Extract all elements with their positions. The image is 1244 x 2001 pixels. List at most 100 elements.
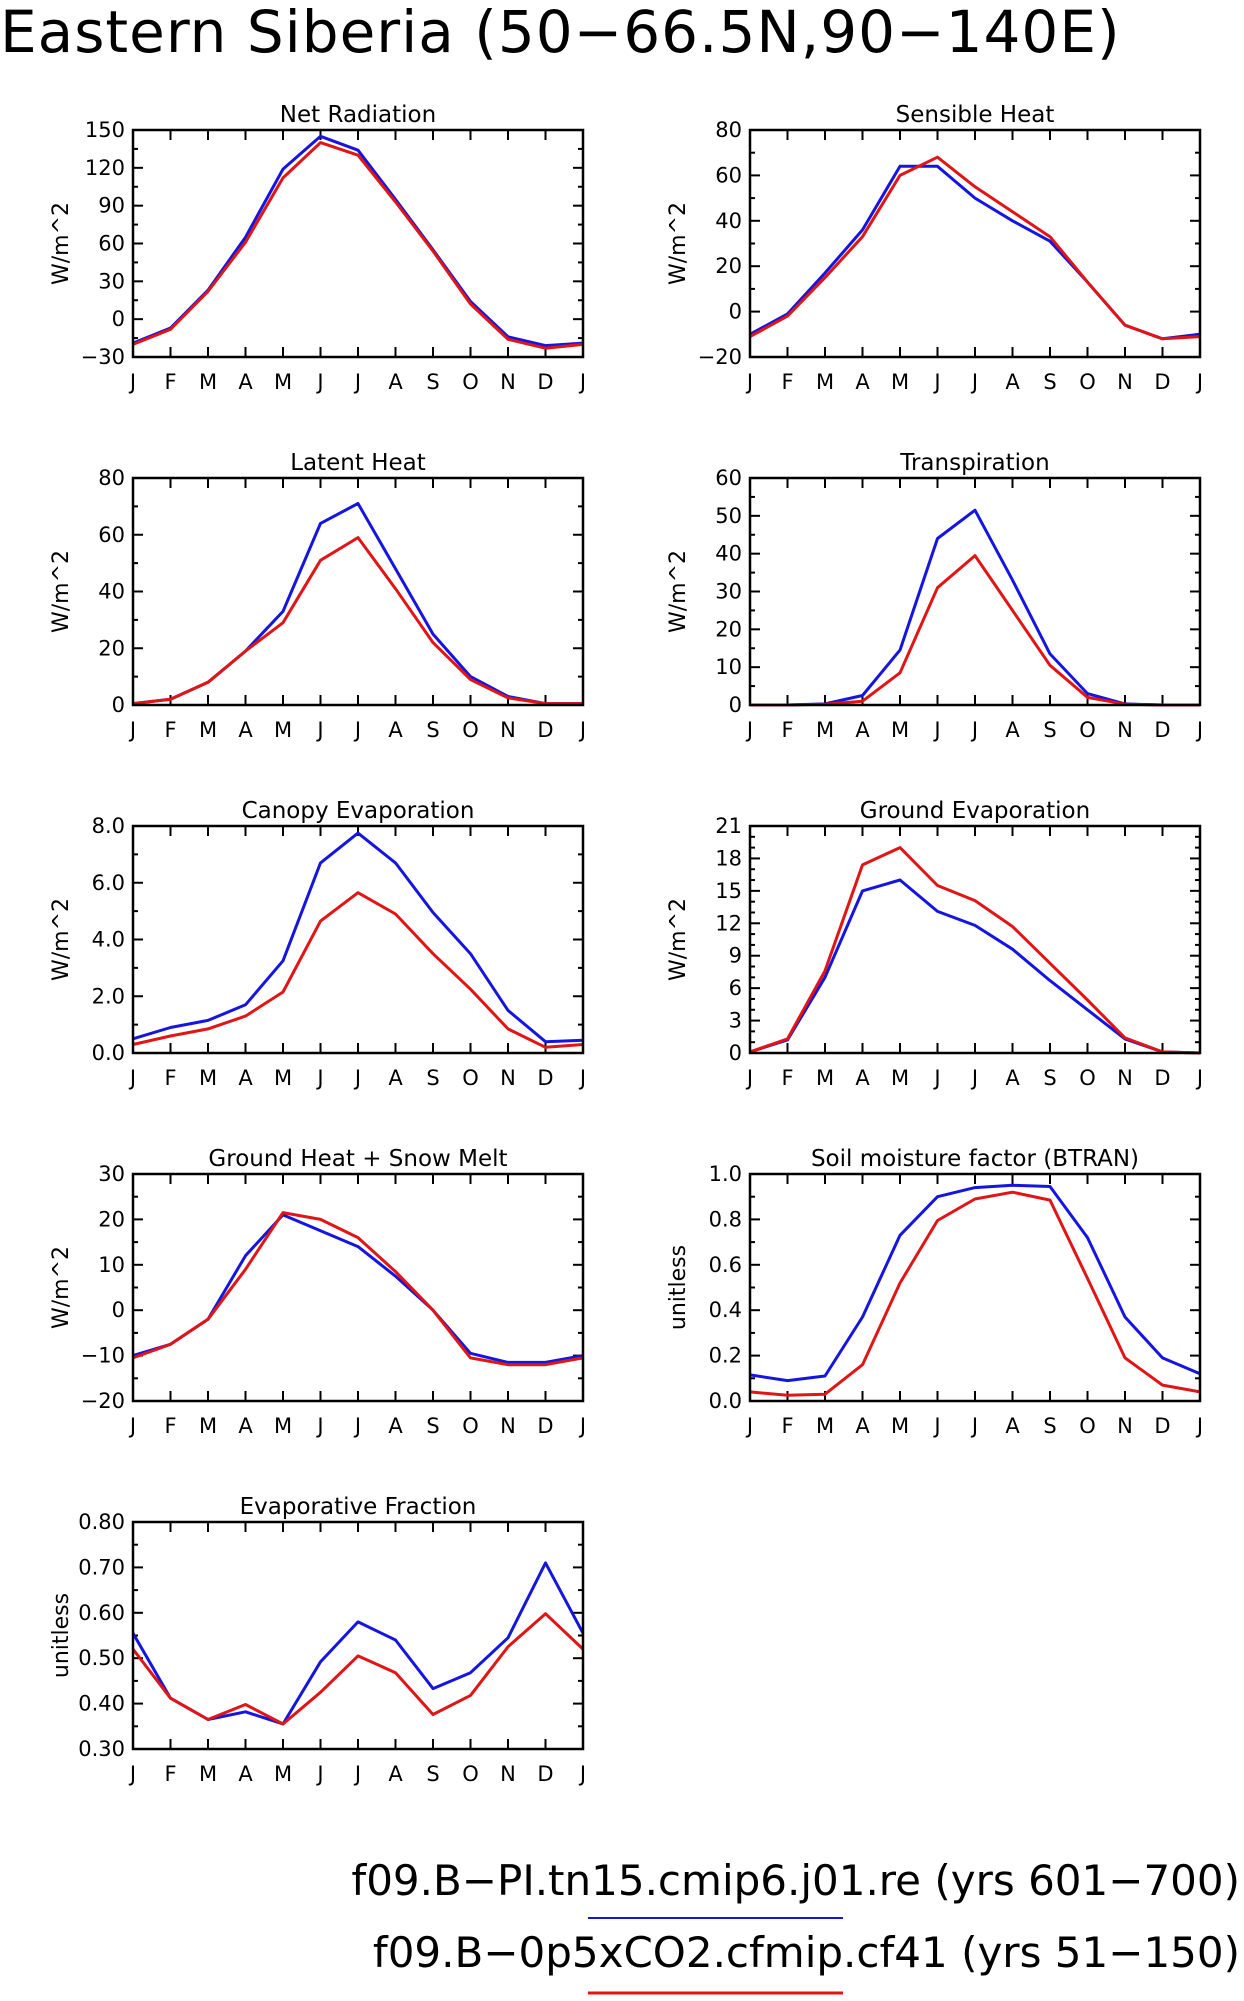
x-tick-label: F	[164, 1762, 176, 1786]
x-tick-label: S	[426, 1414, 439, 1438]
y-tick-label: 8.0	[92, 814, 125, 838]
x-tick-label: J	[970, 370, 978, 394]
x-tick-label: D	[1154, 1414, 1170, 1438]
series-line-1	[132, 502, 583, 706]
x-tick-label: J	[578, 1414, 586, 1438]
panel-title: Canopy Evaporation	[242, 798, 475, 824]
x-tick-label: O	[1079, 1066, 1096, 1090]
x-tick-label: F	[164, 370, 176, 394]
panel-title: Ground Heat + Snow Melt	[208, 1146, 507, 1172]
x-tick-label: J	[128, 1066, 136, 1090]
series-line-2	[132, 891, 584, 1049]
x-tick-label: J	[315, 1066, 323, 1090]
y-tick-label: 4.0	[92, 928, 125, 952]
plot-frame	[748, 128, 1202, 359]
y-tick-label: 0.70	[78, 1555, 125, 1579]
x-tick-label: M	[816, 718, 834, 742]
x-tick-label: J	[970, 1414, 978, 1438]
x-tick-label: M	[816, 370, 834, 394]
y-tick-label: 60	[98, 232, 125, 256]
y-tick-label: 120	[85, 156, 125, 180]
y-tick-label: −10	[81, 1344, 125, 1368]
x-tick-label: F	[164, 1066, 176, 1090]
y-tick-label: 0	[112, 693, 125, 717]
y-axis-label: W/m^2	[49, 202, 74, 285]
x-tick-label: S	[1043, 718, 1056, 742]
x-tick-label: A	[238, 370, 253, 394]
plot-frame	[131, 476, 585, 707]
panel-title: Transpiration	[899, 450, 1049, 476]
x-tick-label: S	[1043, 370, 1056, 394]
x-tick-label: J	[353, 1414, 361, 1438]
x-tick-label: D	[537, 1414, 553, 1438]
x-tick-label: S	[426, 1066, 439, 1090]
y-tick-label: 0.8	[709, 1207, 742, 1231]
x-tick-label: A	[388, 1066, 403, 1090]
y-tick-label: 6	[729, 976, 742, 1000]
y-tick-label: 40	[715, 542, 742, 566]
y-tick-label: 1.0	[709, 1162, 742, 1186]
series-line-2	[132, 141, 584, 350]
series-line-1	[749, 164, 1201, 341]
x-tick-label: A	[855, 1066, 870, 1090]
y-tick-label: 60	[98, 523, 125, 547]
x-tick-label: N	[1117, 370, 1133, 394]
plot-frame	[131, 1520, 585, 1751]
x-tick-label: J	[932, 718, 940, 742]
x-tick-label: M	[274, 718, 292, 742]
x-tick-label: N	[1117, 1066, 1133, 1090]
x-tick-label: M	[199, 1414, 217, 1438]
x-tick-label: M	[891, 370, 909, 394]
x-tick-label: J	[353, 1066, 361, 1090]
plot-frame	[748, 824, 1202, 1055]
y-axis-label: W/m^2	[666, 898, 691, 981]
panel-title: Latent Heat	[290, 450, 426, 476]
y-tick-label: 12	[715, 911, 742, 935]
x-tick-label: J	[1195, 1066, 1203, 1090]
x-tick-label: M	[891, 718, 909, 742]
x-tick-label: J	[1195, 370, 1203, 394]
x-tick-label: J	[745, 718, 753, 742]
y-tick-label: 0	[729, 693, 742, 717]
y-tick-label: 20	[715, 254, 742, 278]
y-tick-label: 20	[98, 636, 125, 660]
legend-entry-2-label: f09.B−0p5xCO2.cfmip.cf41 (yrs 51−150)	[373, 1928, 1240, 1977]
y-tick-label: 6.0	[92, 871, 125, 895]
chart-panel-5: Canopy Evaporation W/m^2 0.0 2.0 4.0 6.0 8.0 J F…	[49, 798, 586, 1090]
y-tick-label: 0.0	[92, 1041, 125, 1065]
x-tick-label: A	[388, 1762, 403, 1786]
x-tick-label: J	[578, 718, 586, 742]
x-tick-label: A	[1005, 718, 1020, 742]
x-tick-label: O	[462, 1762, 479, 1786]
y-axis-label: W/m^2	[49, 1246, 74, 1329]
panel-title: Net Radiation	[280, 102, 436, 128]
x-tick-label: M	[199, 718, 217, 742]
panel-title: Evaporative Fraction	[240, 1494, 477, 1520]
x-tick-label: N	[500, 718, 516, 742]
x-tick-label: A	[238, 718, 253, 742]
series-line-2	[131, 1612, 585, 1726]
x-tick-label: A	[1005, 1414, 1020, 1438]
x-tick-label: M	[199, 370, 217, 394]
y-tick-label: 20	[98, 1207, 125, 1231]
y-tick-label: 0.80	[78, 1510, 125, 1534]
series-line-2	[749, 155, 1201, 341]
chart-panel-9: Evaporative Fraction unitless 0.30 0.40 0.50…	[49, 1494, 586, 1786]
x-tick-label: A	[238, 1762, 253, 1786]
x-tick-label: M	[274, 1762, 292, 1786]
x-tick-label: D	[1154, 718, 1170, 742]
y-axis-label: W/m^2	[666, 550, 691, 633]
y-tick-label: −30	[81, 345, 125, 369]
y-tick-label: 3	[729, 1009, 742, 1033]
y-tick-label: 0.40	[78, 1692, 125, 1716]
x-tick-label: F	[781, 1414, 793, 1438]
x-tick-label: O	[1079, 1414, 1096, 1438]
x-tick-label: F	[164, 718, 176, 742]
x-tick-label: N	[500, 1414, 516, 1438]
series-line-2	[749, 846, 1201, 1055]
y-tick-label: 80	[715, 118, 742, 142]
x-tick-label: J	[315, 718, 323, 742]
x-tick-label: A	[1005, 1066, 1020, 1090]
y-tick-label: 0.4	[709, 1298, 742, 1322]
